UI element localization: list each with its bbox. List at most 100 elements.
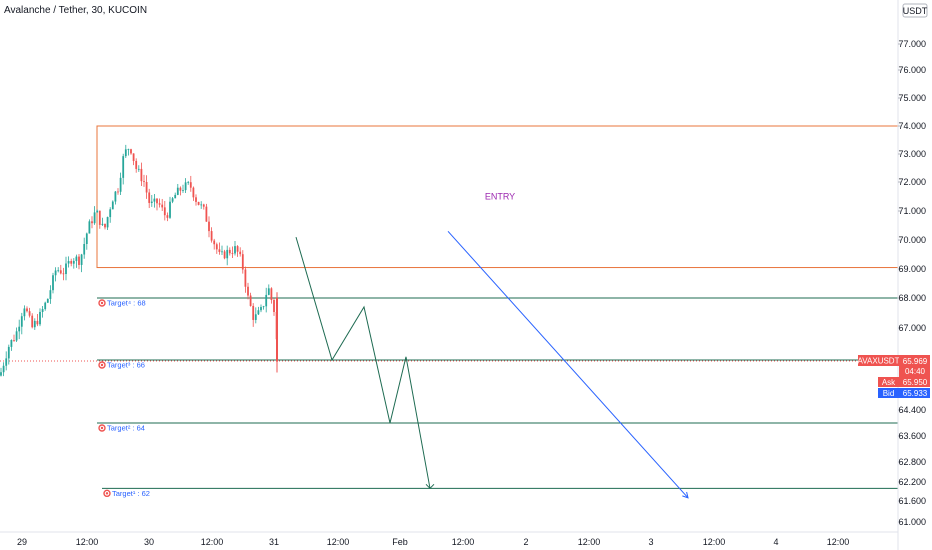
candle-body (135, 160, 138, 169)
candle-body (132, 153, 135, 161)
candle-body (39, 311, 41, 325)
candle-body (161, 204, 164, 208)
candle-body (78, 256, 80, 265)
candle-body (28, 311, 31, 316)
candle-body (254, 314, 257, 320)
y-tick-label: 73.000 (898, 149, 926, 159)
currency-button[interactable]: USDT (902, 3, 928, 18)
candle-body (247, 286, 249, 296)
candle-body (46, 298, 49, 303)
candle-body (91, 221, 93, 224)
candle-body (239, 251, 242, 255)
candle-body (111, 201, 114, 210)
currency-label: USDT (903, 6, 928, 16)
candle-body (109, 209, 112, 218)
x-tick-label: 2 (523, 537, 528, 547)
candle-body (249, 295, 252, 306)
candle-body (236, 246, 239, 252)
target-label: Target¹ : 62 (112, 489, 150, 498)
candle-body (2, 365, 5, 373)
x-tick-label: 12:00 (76, 537, 99, 547)
candle-body (234, 246, 236, 254)
candle-body (153, 198, 156, 202)
candle-body (176, 187, 179, 195)
candle-body (20, 316, 23, 327)
candle-body (208, 221, 210, 232)
price-tags: AVAXUSDT 65.969 04:40 Ask 65.950 Bid 65.… (858, 355, 930, 398)
last-price-label: 65.969 (903, 357, 928, 366)
y-tick-label: 70.000 (898, 235, 926, 245)
candle-body (59, 270, 62, 274)
y-tick-label: 74.000 (898, 121, 926, 131)
candle-body (140, 168, 143, 182)
entry-label: ENTRY (485, 192, 515, 202)
candle-body (241, 254, 244, 270)
y-tick-label: 62.200 (898, 477, 926, 487)
target-label: Target⁴ : 68 (107, 299, 146, 308)
candle-body (119, 177, 122, 192)
x-tick-label: 29 (17, 537, 27, 547)
candle-body (65, 263, 67, 275)
x-tick-label: 12:00 (201, 537, 224, 547)
candle-body (267, 288, 270, 295)
ask-price: 65.950 (903, 378, 928, 387)
candle-body (187, 182, 190, 184)
candle-body (26, 308, 28, 312)
candle-body (10, 339, 13, 347)
candle-body (57, 270, 60, 272)
x-tick-label: 31 (269, 537, 279, 547)
candle-body (98, 210, 101, 225)
candle-body (70, 261, 73, 264)
candle-body (101, 223, 104, 225)
candle-body (223, 251, 226, 259)
candle-body (130, 149, 132, 154)
candle-body (205, 206, 208, 222)
candle-body (215, 244, 218, 250)
candle-body (54, 270, 57, 276)
candle-body (96, 210, 99, 213)
candle-body (114, 191, 117, 202)
candle-body (36, 320, 39, 325)
candle-body (184, 182, 187, 191)
projection-arrowhead (425, 483, 435, 490)
annotation-layer: Target⁴ : 68 Target³ : 66 Target² : 64 Targ… (0, 125, 899, 498)
candle-body (166, 215, 169, 218)
candle-body (127, 149, 130, 151)
candle-body (257, 310, 260, 315)
candle-body (202, 204, 205, 207)
target-label: Target³ : 66 (107, 361, 145, 370)
candle-body (262, 306, 265, 308)
x-tick-label: Feb (392, 537, 408, 547)
y-tick-label: 61.000 (898, 517, 926, 527)
candle-body (213, 240, 216, 245)
candle-body (169, 201, 171, 218)
candle-body (33, 320, 36, 328)
ask-price-bg (899, 377, 930, 387)
y-tick-label: 62.800 (898, 457, 926, 467)
target-icon-dot (105, 492, 109, 495)
y-tick-label: 76.000 (898, 65, 926, 75)
y-tick-label: 63.600 (898, 431, 926, 441)
countdown-label: 04:40 (905, 367, 926, 376)
candle-body (72, 260, 75, 264)
candle-body (218, 249, 221, 252)
candle-body (5, 358, 8, 366)
ask-label: Ask (882, 378, 896, 387)
candle-body (276, 298, 278, 362)
candle-body (18, 326, 21, 332)
candle-body (260, 307, 262, 311)
candle-body (265, 294, 268, 307)
x-axis[interactable]: 29 12:00 30 12:00 31 12:00 Feb 12:00 2 12:00 3 12:0… (17, 537, 849, 547)
drawings-layer: ENTRY (295, 192, 689, 499)
candle-body (200, 204, 203, 206)
candle-body (93, 212, 96, 224)
candle-body (75, 256, 78, 261)
x-tick-label: 3 (648, 537, 653, 547)
candle-body (244, 269, 247, 287)
bid-label-bg (878, 388, 899, 398)
candle-body (156, 198, 158, 204)
x-tick-label: 12:00 (327, 537, 350, 547)
candle-body (124, 149, 127, 157)
